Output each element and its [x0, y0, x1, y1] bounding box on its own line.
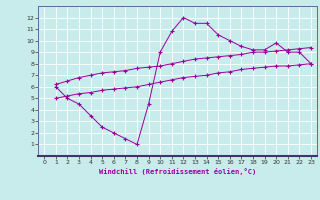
X-axis label: Windchill (Refroidissement éolien,°C): Windchill (Refroidissement éolien,°C): [99, 168, 256, 175]
